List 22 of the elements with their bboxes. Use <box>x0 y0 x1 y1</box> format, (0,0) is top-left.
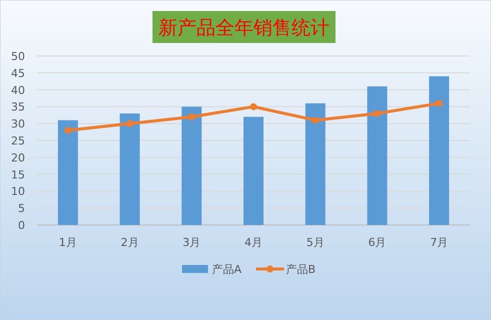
y-tick-label: 25 <box>11 134 25 148</box>
title: 新产品全年销售统计 <box>152 11 336 43</box>
y-tick-label: 50 <box>11 50 25 63</box>
y-tick-label: 15 <box>11 168 25 182</box>
legend-label: 产品B <box>286 263 316 276</box>
x-tick-label: 6月 <box>368 236 386 249</box>
legend-label: 产品A <box>212 263 242 276</box>
x-tick-label: 3月 <box>182 236 201 249</box>
y-tick-label: 10 <box>11 185 25 198</box>
x-tick-label: 5月 <box>306 236 324 249</box>
y-tick-label: 0 <box>18 219 25 232</box>
x-tick-label: 1月 <box>58 236 77 249</box>
chart-title: 新产品全年销售统计 <box>158 17 330 39</box>
y-tick-label: 5 <box>18 202 25 216</box>
x-tick-label: 4月 <box>244 236 262 249</box>
x-tick-label: 7月 <box>430 236 448 249</box>
y-tick-label: 40 <box>11 84 25 97</box>
y-tick-label: 20 <box>11 151 25 164</box>
x-tick-label: 2月 <box>120 236 139 249</box>
y-tick-label: 45 <box>11 66 25 80</box>
y-tick-label: 30 <box>11 118 25 131</box>
y-tick-label: 35 <box>11 100 25 114</box>
